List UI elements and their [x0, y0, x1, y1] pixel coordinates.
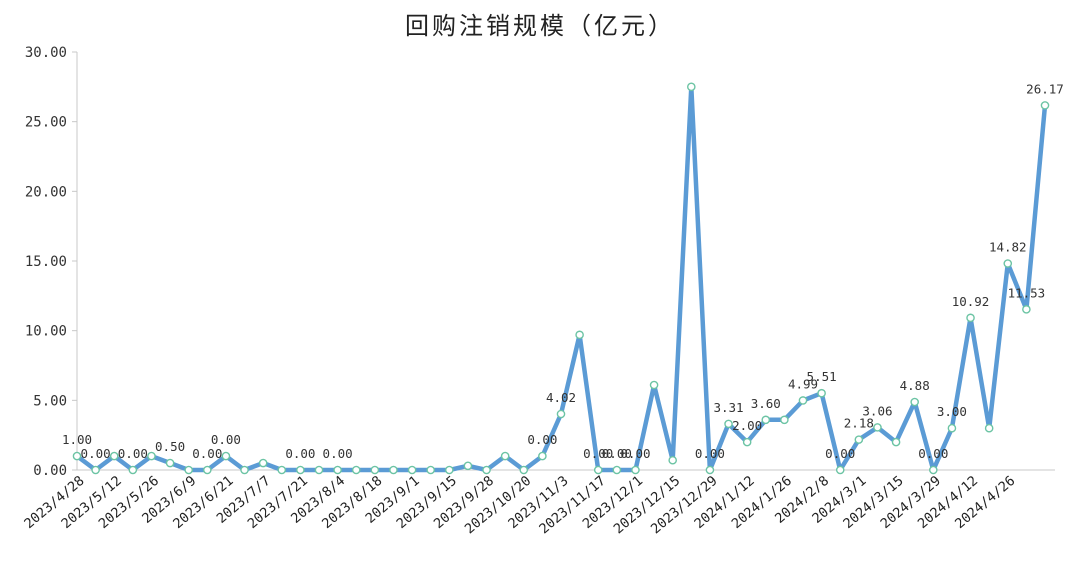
- data-point: [482, 465, 491, 475]
- chart-title: 回购注销规模（亿元）: [405, 12, 675, 40]
- y-tick-label: 25.00: [25, 115, 67, 131]
- data-point: [314, 465, 324, 475]
- data-point: [351, 465, 361, 475]
- data-point: [538, 451, 547, 461]
- data-point: [109, 451, 119, 461]
- data-point: [1022, 305, 1031, 314]
- data-label: 14.82: [989, 240, 1027, 255]
- data-label: 0.00: [211, 432, 241, 447]
- data-label: 0.50: [155, 439, 185, 454]
- data-point: [687, 82, 696, 92]
- data-point: [761, 415, 771, 425]
- data-point: [984, 423, 994, 433]
- data-point: [705, 465, 715, 475]
- y-tick-label: 30.00: [25, 45, 67, 61]
- data-point: [631, 465, 640, 475]
- data-point: [724, 419, 733, 429]
- data-point: [258, 458, 268, 468]
- data-point: [463, 461, 473, 471]
- data-label: 26.17: [1026, 81, 1064, 96]
- data-point: [575, 330, 584, 340]
- data-point: [854, 435, 864, 444]
- data-point: [947, 423, 957, 433]
- data-point: [929, 465, 938, 475]
- data-label: 0.00: [918, 446, 948, 461]
- data-point: [519, 465, 529, 475]
- data-point: [835, 465, 845, 475]
- y-tick-label: 10.00: [25, 324, 67, 340]
- data-point: [649, 380, 659, 390]
- data-label: 4.02: [546, 390, 576, 405]
- data-label: 2.00: [732, 418, 762, 433]
- data-point: [184, 465, 193, 475]
- data-point: [556, 409, 566, 419]
- y-tick-label: 0.00: [33, 463, 67, 479]
- data-point: [891, 437, 901, 447]
- data-point: [445, 465, 454, 475]
- data-label: 1.00: [62, 432, 92, 447]
- data-label: 0.00: [192, 446, 222, 461]
- data-point: [798, 396, 808, 405]
- data-point: [1003, 259, 1013, 268]
- data-point: [333, 465, 342, 475]
- data-label: 3.00: [937, 404, 967, 419]
- data-point: [780, 415, 789, 425]
- data-label: 0.00: [602, 446, 632, 461]
- data-point: [817, 388, 826, 398]
- data-point: [370, 465, 380, 475]
- data-point: [128, 465, 138, 475]
- data-label: 0.00: [825, 446, 855, 461]
- data-label: 3.31: [713, 400, 743, 415]
- data-label: 0.00: [583, 446, 613, 461]
- data-point: [389, 465, 398, 475]
- data-point: [593, 465, 603, 475]
- data-point: [221, 451, 231, 461]
- data-point: [426, 465, 435, 475]
- data-label: 10.92: [952, 294, 990, 309]
- data-point: [147, 451, 156, 461]
- y-tick-label: 15.00: [25, 254, 67, 270]
- data-label: 0.00: [527, 432, 557, 447]
- data-point: [203, 465, 212, 475]
- data-point: [500, 451, 510, 461]
- data-point: [407, 465, 417, 475]
- data-point: [1040, 101, 1050, 110]
- data-label: 0.00: [323, 446, 353, 461]
- data-label: 0.00: [81, 446, 111, 461]
- data-point: [966, 313, 975, 323]
- data-label: 2.18: [844, 416, 874, 431]
- data-point: [72, 451, 82, 461]
- data-label: 4.88: [900, 378, 930, 393]
- data-point: [668, 455, 677, 465]
- data-point: [910, 397, 919, 407]
- data-point: [277, 465, 287, 475]
- data-point: [612, 465, 622, 475]
- data-label: 0.00: [118, 446, 148, 461]
- y-tick-label: 20.00: [25, 184, 67, 200]
- data-label: 3.06: [862, 403, 892, 418]
- data-label: 5.51: [807, 369, 837, 384]
- data-label: 3.60: [751, 396, 781, 411]
- data-point: [165, 458, 175, 468]
- data-label: 4.99: [788, 376, 818, 391]
- y-tick-label: 5.00: [33, 393, 67, 409]
- data-label: 0.00: [695, 446, 725, 461]
- data-point: [240, 465, 249, 475]
- data-label: 0.00: [620, 446, 650, 461]
- data-label: 0.00: [285, 446, 315, 461]
- data-point: [91, 465, 100, 475]
- data-point: [873, 423, 882, 432]
- data-point: [742, 437, 752, 447]
- data-point: [296, 465, 305, 475]
- data-label: 11.53: [1008, 285, 1046, 300]
